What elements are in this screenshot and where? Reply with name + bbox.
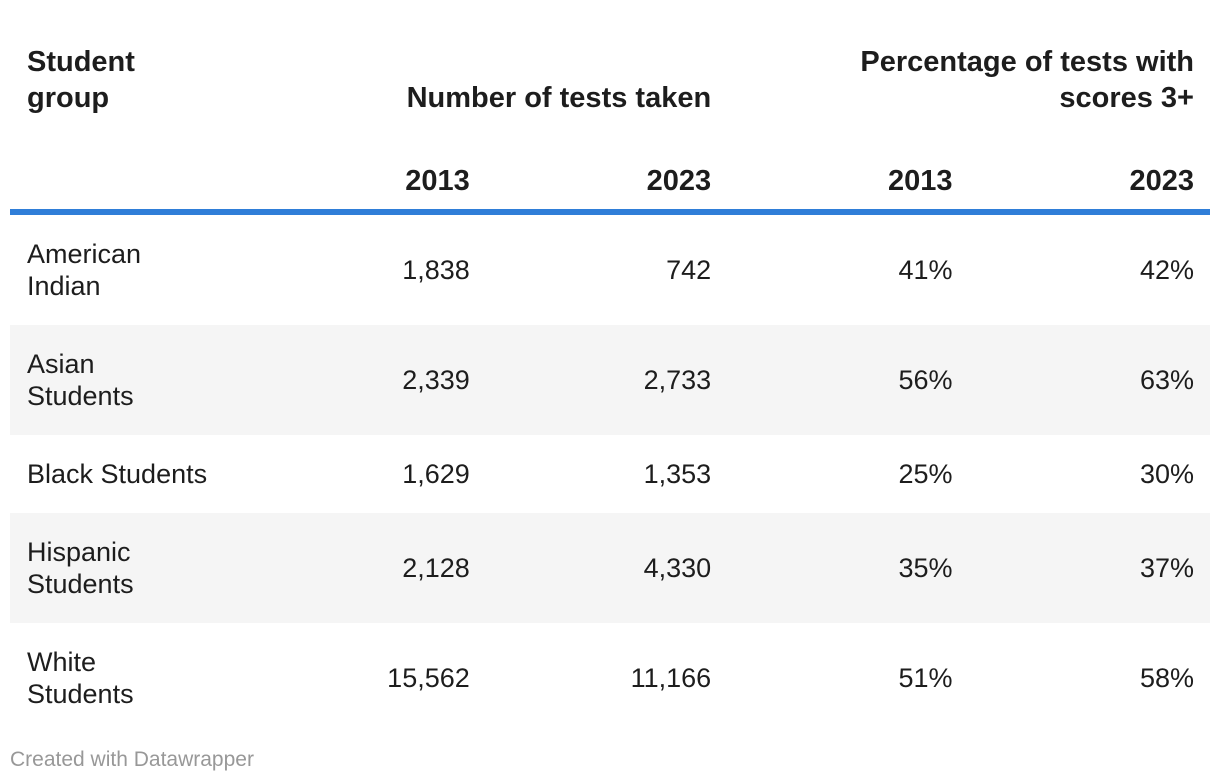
group-line1: White [27, 647, 97, 677]
header-year-row: 2013 2023 2013 2023 [10, 116, 1210, 215]
table-row-black-students: Black Students 1,629 1,353 25% 30% [10, 435, 1210, 513]
group-line1: Black Students [27, 459, 208, 489]
table-row-hispanic-students: Hispanic Students 2,128 4,330 35% 37% [10, 513, 1210, 623]
cell-tests-2023: 742 [666, 255, 712, 285]
table-row-american-indian: American Indian 1,838 742 41% 42% [10, 212, 1210, 325]
cell-group: Asian Students [10, 325, 245, 435]
cell-pct-2013: 56% [727, 325, 969, 435]
column-header-tests-2023: 2023 [485, 116, 728, 215]
column-header-pct-2023: 2023 [968, 116, 1210, 215]
group-line2: Students [27, 679, 134, 709]
column-header-pct-2013: 2013 [727, 116, 969, 215]
cell-tests-2023: 2,733 [485, 325, 728, 435]
cell-pct-2013: 35% [727, 513, 969, 623]
cell-pct-2013: 41% [898, 255, 953, 285]
cell-tests-2013: 2,339 [244, 325, 486, 435]
percentage-label-line2: scores 3+ [1059, 82, 1194, 114]
column-group-percentage-scores: Percentage of tests with scores 3+ [727, 0, 1210, 116]
cell-tests-2023: 1,353 [643, 459, 712, 489]
table-header: Student group Number of tests taken Perc… [10, 0, 1210, 215]
group-line1: Asian [27, 349, 95, 379]
cell-group: Hispanic Students [10, 513, 245, 623]
cell-group: American Indian [10, 212, 244, 325]
data-table: Student group Number of tests taken Perc… [10, 0, 1210, 733]
number-of-tests-label: Number of tests taken [406, 82, 712, 114]
cell-tests-2013: 2,128 [244, 513, 486, 623]
table-body: American Indian 1,838 742 41% 42% Asian … [10, 212, 1210, 733]
student-group-line2: group [27, 82, 110, 114]
group-line2: Students [27, 569, 134, 599]
cell-pct-2023: 30% [1139, 459, 1194, 489]
group-line2: Indian [27, 271, 101, 301]
datawrapper-attribution-link[interactable]: Created with Datawrapper [10, 748, 254, 771]
cell-tests-2013: 15,562 [387, 663, 470, 693]
cell-pct-2023: 63% [968, 325, 1210, 435]
column-group-number-of-tests: Number of tests taken [244, 0, 727, 116]
cell-group: Black Students [10, 435, 244, 513]
table-row-asian-students: Asian Students 2,339 2,733 56% 63% [10, 325, 1210, 435]
group-line1: American [27, 239, 142, 269]
cell-pct-2023: 58% [1139, 663, 1194, 693]
table-chart: Student group Number of tests taken Perc… [10, 0, 1210, 733]
column-header-student-group: Student group [10, 0, 244, 116]
group-line1: Hispanic [27, 537, 131, 567]
cell-tests-2023: 11,166 [630, 663, 712, 693]
cell-pct-2023: 37% [968, 513, 1210, 623]
percentage-label-line1: Percentage of tests with [860, 46, 1194, 78]
column-header-tests-2013: 2013 [244, 116, 486, 215]
header-empty-cell [10, 116, 245, 215]
student-group-line1: Student [27, 46, 135, 78]
table-row-white-students: White Students 15,562 11,166 51% 58% [10, 623, 1210, 733]
header-group-row: Student group Number of tests taken Perc… [10, 0, 1210, 116]
group-line2: Students [27, 381, 134, 411]
cell-tests-2013: 1,838 [402, 255, 470, 285]
cell-tests-2023: 4,330 [485, 513, 728, 623]
cell-pct-2013: 51% [898, 663, 953, 693]
attribution-footer: Created with Datawrapper [10, 747, 1220, 773]
cell-group: White Students [10, 623, 244, 733]
cell-pct-2013: 25% [898, 459, 953, 489]
cell-pct-2023: 42% [1139, 255, 1194, 285]
cell-tests-2013: 1,629 [402, 459, 470, 489]
